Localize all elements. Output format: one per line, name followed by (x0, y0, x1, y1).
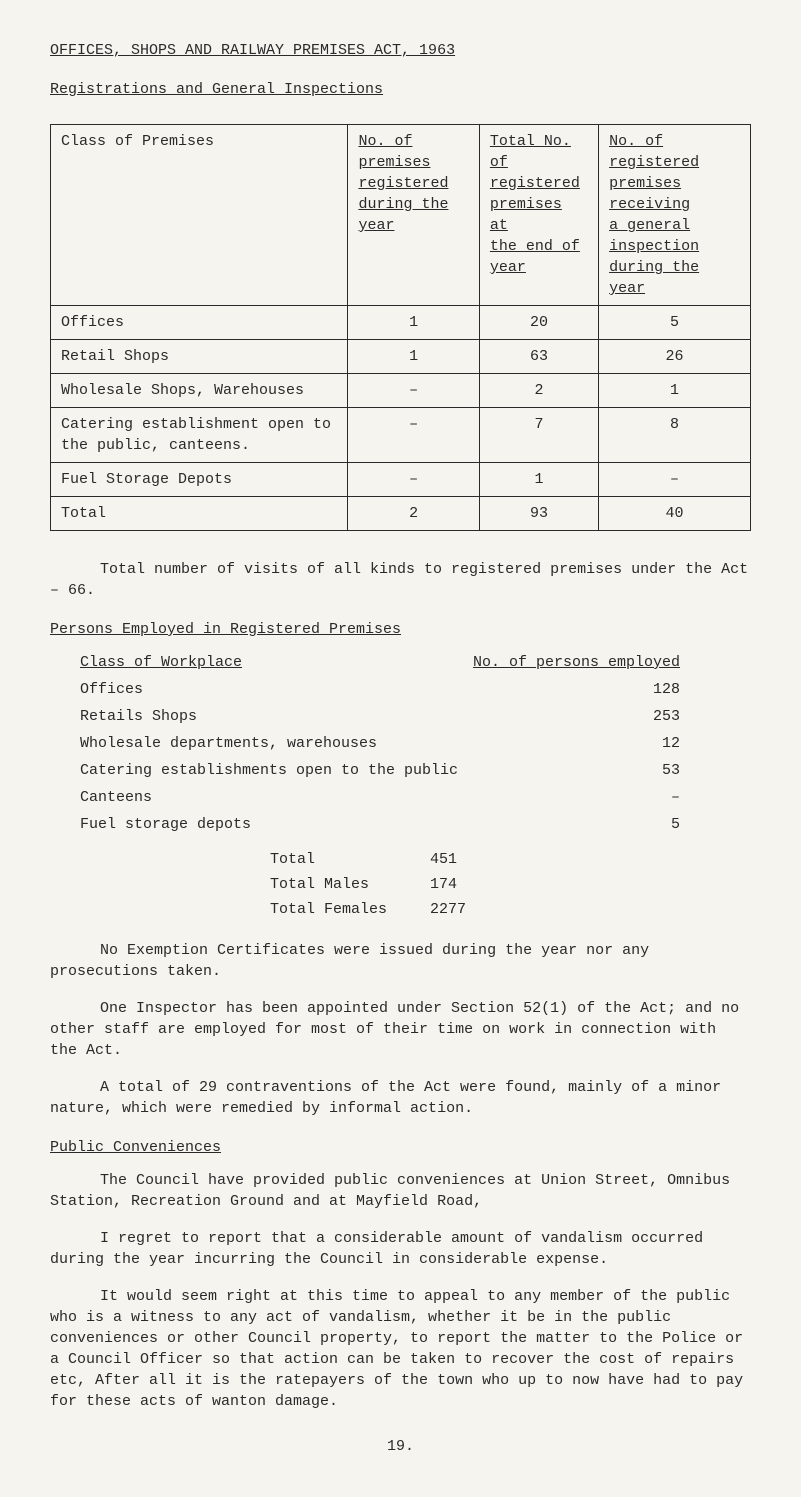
table-header-row: Class of Premises No. of premises regist… (51, 125, 751, 306)
persons-header-right: No. of persons employed (473, 652, 680, 673)
para-contraventions: A total of 29 contraventions of the Act … (50, 1077, 751, 1119)
totals-row: Total Females 2277 (270, 899, 751, 920)
para-exemption: No Exemption Certificates were issued du… (50, 940, 751, 982)
cell-class: Total (51, 497, 348, 531)
cell-value: 2 (479, 374, 598, 408)
persons-value: – (671, 787, 680, 808)
list-item: Offices 128 (80, 679, 680, 700)
persons-list: Class of Workplace No. of persons employ… (80, 652, 751, 835)
cell-value: – (348, 408, 479, 463)
cell-value: 93 (479, 497, 598, 531)
cell-value: 5 (599, 306, 751, 340)
section-persons-title: Persons Employed in Registered Premises (50, 619, 751, 640)
table-row: Catering establishment open to the publi… (51, 408, 751, 463)
persons-label: Fuel storage depots (80, 814, 251, 835)
persons-value: 128 (653, 679, 680, 700)
col-header-registered: No. of premises registered during the ye… (348, 125, 479, 306)
header-text: registered (358, 173, 448, 194)
header-text: premises receiving (609, 173, 740, 215)
persons-label: Offices (80, 679, 143, 700)
list-item: Catering establishments open to the publ… (80, 760, 680, 781)
persons-label: Catering establishments open to the publ… (80, 760, 458, 781)
table-row: Wholesale Shops, Warehouses – 2 1 (51, 374, 751, 408)
col-header-class: Class of Premises (51, 125, 348, 306)
totals-label: Total Males (270, 874, 400, 895)
col-header-inspection: No. of registered premises receiving a g… (599, 125, 751, 306)
cell-value: – (348, 463, 479, 497)
cell-value: 1 (348, 306, 479, 340)
list-item: Canteens – (80, 787, 680, 808)
cell-value: 2 (348, 497, 479, 531)
table-row-total: Total 2 93 40 (51, 497, 751, 531)
cell-value: – (599, 463, 751, 497)
cell-value: 8 (599, 408, 751, 463)
cell-value: 1 (599, 374, 751, 408)
totals-label: Total Females (270, 899, 400, 920)
header-text: during the year (358, 194, 468, 236)
totals-value: 174 (430, 874, 457, 895)
totals-value: 451 (430, 849, 457, 870)
header-text: a general inspection (609, 215, 740, 257)
premises-table: Class of Premises No. of premises regist… (50, 124, 751, 531)
page-title: OFFICES, SHOPS AND RAILWAY PREMISES ACT,… (50, 40, 751, 61)
page-number: 19. (50, 1436, 751, 1457)
cell-class: Catering establishment open to the publi… (51, 408, 348, 463)
totals-value: 2277 (430, 899, 466, 920)
totals-row: Total Males 174 (270, 874, 751, 895)
table-row: Offices 1 20 5 (51, 306, 751, 340)
para-council: The Council have provided public conveni… (50, 1170, 751, 1212)
persons-label: Wholesale departments, warehouses (80, 733, 377, 754)
persons-header: Class of Workplace No. of persons employ… (80, 652, 680, 673)
header-text: Total No. of (490, 131, 588, 173)
para-inspector: One Inspector has been appointed under S… (50, 998, 751, 1061)
para-regret: I regret to report that a considerable a… (50, 1228, 751, 1270)
persons-header-left: Class of Workplace (80, 652, 242, 673)
cell-class: Wholesale Shops, Warehouses (51, 374, 348, 408)
cell-class: Offices (51, 306, 348, 340)
cell-value: 26 (599, 340, 751, 374)
header-text: during the year (609, 257, 740, 299)
cell-value: 1 (348, 340, 479, 374)
cell-value: – (348, 374, 479, 408)
header-text: premises at (490, 194, 588, 236)
cell-value: 7 (479, 408, 598, 463)
totals-label: Total (270, 849, 400, 870)
persons-label: Canteens (80, 787, 152, 808)
cell-value: 20 (479, 306, 598, 340)
header-text: No. of registered (609, 131, 740, 173)
list-item: Retails Shops 253 (80, 706, 680, 727)
header-text: year (490, 257, 526, 278)
section-conveniences-title: Public Conveniences (50, 1137, 751, 1158)
persons-value: 5 (671, 814, 680, 835)
list-item: Fuel storage depots 5 (80, 814, 680, 835)
persons-label: Retails Shops (80, 706, 197, 727)
totals-row: Total 451 (270, 849, 751, 870)
para-appeal: It would seem right at this time to appe… (50, 1286, 751, 1412)
header-text: No. of premises (358, 131, 468, 173)
note-visits: Total number of visits of all kinds to r… (50, 559, 751, 601)
section-subtitle: Registrations and General Inspections (50, 79, 751, 100)
cell-value: 1 (479, 463, 598, 497)
header-text: registered (490, 173, 580, 194)
persons-value: 253 (653, 706, 680, 727)
table-row: Retail Shops 1 63 26 (51, 340, 751, 374)
persons-value: 12 (662, 733, 680, 754)
cell-value: 63 (479, 340, 598, 374)
table-row: Fuel Storage Depots – 1 – (51, 463, 751, 497)
persons-value: 53 (662, 760, 680, 781)
cell-class: Fuel Storage Depots (51, 463, 348, 497)
cell-value: 40 (599, 497, 751, 531)
cell-class: Retail Shops (51, 340, 348, 374)
header-text: the end of (490, 236, 580, 257)
col-header-total: Total No. of registered premises at the … (479, 125, 598, 306)
totals-block: Total 451 Total Males 174 Total Females … (270, 849, 751, 920)
list-item: Wholesale departments, warehouses 12 (80, 733, 680, 754)
